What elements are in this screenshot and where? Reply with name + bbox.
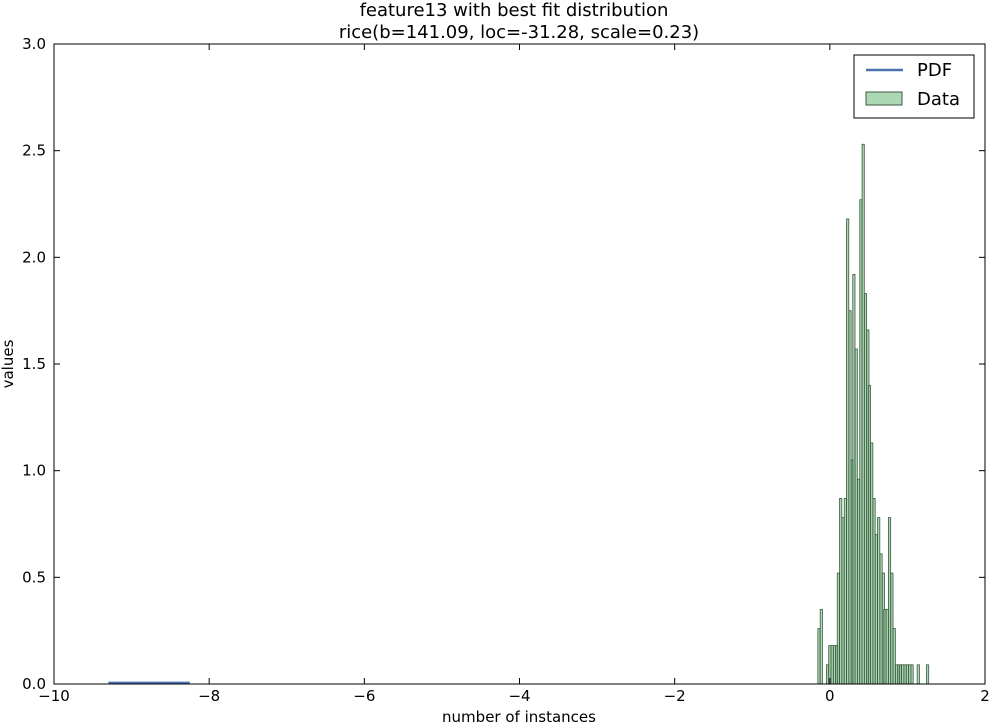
- histogram-bar: [872, 497, 876, 685]
- histogram-bar: [819, 608, 823, 685]
- histogram-bar: [910, 664, 914, 685]
- histogram-bar: [870, 442, 874, 685]
- chart-subtitle: rice(b=141.09, loc=-31.28, scale=0.23): [339, 22, 699, 43]
- x-tick-label: −6: [353, 687, 375, 705]
- histogram-bar: [892, 628, 896, 685]
- x-tick-label: −4: [508, 687, 530, 705]
- histogram-bar: [836, 572, 840, 685]
- histogram-bar: [857, 478, 861, 685]
- histogram-bar: [839, 497, 843, 685]
- histogram-bar: [841, 517, 845, 685]
- histogram-bar: [901, 664, 905, 685]
- histogram-bar: [877, 517, 881, 685]
- histogram-bar: [832, 645, 837, 685]
- histogram-bar: [874, 534, 878, 685]
- histogram-bar: [916, 664, 920, 685]
- axis-ticks: −10 −8 −6 −4 −2 0 2 0.0 0.5 1.0 1.5 2.0 2.5 3.0: [22, 35, 989, 705]
- histogram-bar: [879, 553, 883, 685]
- x-tick-label: −8: [198, 687, 220, 705]
- histogram-bar: [859, 199, 863, 685]
- y-tick-label: 2.0: [22, 248, 46, 266]
- x-tick-label: −10: [38, 687, 70, 705]
- y-tick-label: 1.5: [22, 355, 46, 373]
- legend-pdf-label: PDF: [917, 60, 952, 81]
- histogram-bar: [843, 497, 847, 685]
- chart-title: feature13 with best fit distribution: [360, 0, 669, 21]
- histogram-bar: [852, 273, 856, 685]
- histogram-bar: [846, 218, 850, 685]
- y-tick-label: 1.0: [22, 462, 46, 480]
- histogram-bar: [885, 608, 889, 685]
- histogram-bar: [888, 517, 892, 685]
- x-tick-label: 2: [980, 687, 989, 705]
- y-tick-label: 3.0: [22, 35, 46, 53]
- y-axis-label: values: [0, 339, 17, 388]
- legend-data-swatch: [865, 91, 903, 106]
- histogram-bar: [895, 664, 899, 685]
- y-tick-label: 2.5: [22, 142, 46, 160]
- histogram-bar: [848, 310, 852, 685]
- histogram-bar: [861, 143, 865, 685]
- histogram-bar: [817, 628, 821, 685]
- y-tick-label: 0.0: [22, 675, 46, 693]
- y-tick-label: 0.5: [22, 568, 46, 586]
- x-axis-label: number of instances: [442, 708, 596, 726]
- histogram-bar: [867, 384, 871, 685]
- histogram-bar: [883, 608, 887, 685]
- legend-data-label: Data: [917, 89, 960, 110]
- histogram-bar: [908, 664, 912, 685]
- histogram-bar: [905, 664, 909, 685]
- x-tick-label: −2: [664, 687, 686, 705]
- histogram-bar: [898, 664, 902, 685]
- histogram-bar: [864, 293, 868, 685]
- histogram-bar: [830, 645, 834, 685]
- histogram-bar: [826, 664, 830, 685]
- histogram-bar: [926, 664, 930, 685]
- legend-box: [853, 54, 975, 119]
- legend: PDF Data: [853, 54, 975, 119]
- histogram-bar: [890, 572, 894, 685]
- histogram-bar: [854, 348, 858, 685]
- x-tick-label: 0: [825, 687, 835, 705]
- histogram-bar: [903, 664, 907, 685]
